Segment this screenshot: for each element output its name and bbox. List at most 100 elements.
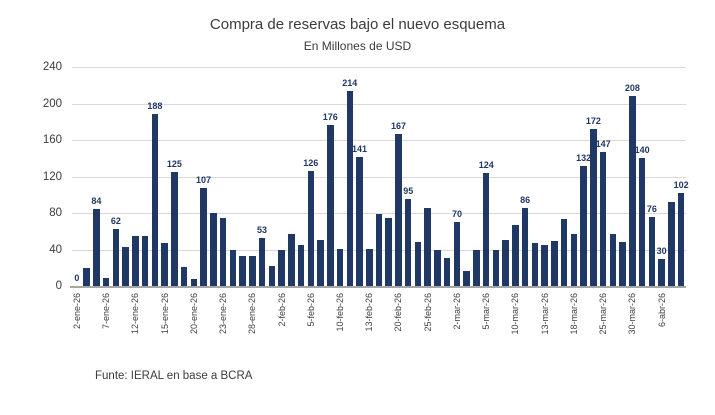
bar xyxy=(122,246,129,286)
bar xyxy=(346,90,353,286)
bar xyxy=(307,171,315,286)
bar xyxy=(658,258,665,286)
x-axis-label: 10-feb-26 xyxy=(335,293,346,332)
bar-value-label: 214 xyxy=(342,77,358,88)
bar xyxy=(219,217,227,286)
bar xyxy=(502,240,509,286)
x-axis-label: 2-ene-26 xyxy=(71,293,82,330)
bar xyxy=(512,224,519,286)
bar xyxy=(366,248,373,286)
bar-value-label: 76 xyxy=(646,203,657,214)
x-axis-label: 7-ene-26 xyxy=(101,293,112,330)
bar-value-label: 172 xyxy=(585,116,601,127)
bar xyxy=(229,249,237,286)
bar-value-label: 86 xyxy=(520,194,531,205)
bar xyxy=(638,158,646,286)
bar xyxy=(356,157,363,286)
gridline xyxy=(72,67,686,68)
bar xyxy=(102,277,110,286)
bar xyxy=(648,216,656,286)
bar xyxy=(668,202,675,286)
plot-area: 0 84 62 188 125 107 53 126 176 214 141 167 95 70 124 86… xyxy=(72,67,689,286)
gridline xyxy=(72,176,686,178)
bar-value-label: 107 xyxy=(196,175,212,186)
y-axis-label: 160 xyxy=(42,134,62,146)
bar xyxy=(180,266,188,286)
x-axis-label: 20-feb-26 xyxy=(393,293,404,332)
bar-value-label: 53 xyxy=(257,224,268,235)
bar-value-label: 125 xyxy=(166,158,182,169)
bar xyxy=(83,267,90,286)
x-axis-label: 10-mar-26 xyxy=(510,293,521,335)
bar xyxy=(570,234,578,286)
bar xyxy=(190,278,198,286)
bar xyxy=(580,165,587,286)
bar-value-label: 62 xyxy=(110,216,121,227)
y-axis-label: 240 xyxy=(42,61,62,73)
bar xyxy=(453,222,461,286)
bar xyxy=(161,243,168,286)
gridline xyxy=(72,213,686,214)
x-axis-label: 20-ene-26 xyxy=(188,293,199,335)
x-axis-label: 5-feb-26 xyxy=(305,293,316,327)
x-axis-label: 2-mar-26 xyxy=(451,293,462,330)
bar xyxy=(629,96,636,286)
bar-value-label: 126 xyxy=(303,158,319,169)
bar xyxy=(619,242,626,286)
x-axis-label: 25-feb-26 xyxy=(422,293,433,332)
x-axis-label: 23-ene-26 xyxy=(218,293,229,335)
x-axis-label: 25-mar-26 xyxy=(598,293,609,335)
x-axis-label: 30-mar-26 xyxy=(627,293,638,335)
bar xyxy=(385,217,392,286)
x-axis-label: 6-abr-26 xyxy=(656,293,667,328)
bar xyxy=(599,151,607,286)
bar xyxy=(414,242,422,286)
bar xyxy=(278,249,285,286)
bar-value-label: 84 xyxy=(91,196,102,207)
bar xyxy=(395,133,402,286)
bar xyxy=(297,244,305,286)
bar-value-label: 147 xyxy=(595,138,611,149)
bar xyxy=(609,234,617,286)
bar xyxy=(424,208,431,286)
bar xyxy=(492,249,500,286)
x-axis-label: 18-mar-26 xyxy=(568,293,579,335)
bar xyxy=(473,249,480,286)
chart-subtitle: En Millones de USD xyxy=(303,39,412,53)
bar xyxy=(258,237,266,286)
bar-value-label: 0 xyxy=(74,273,80,283)
bar xyxy=(200,188,207,286)
bar-value-label: 102 xyxy=(673,179,689,190)
y-axis-label: 40 xyxy=(49,243,62,256)
bar xyxy=(434,249,441,286)
bar xyxy=(112,229,120,286)
bar-value-label: 167 xyxy=(390,120,406,131)
x-axis-label: 13-mar-26 xyxy=(539,293,550,335)
bar-value-label: 124 xyxy=(478,159,494,170)
bar xyxy=(288,234,295,286)
bar xyxy=(541,244,548,286)
bar xyxy=(336,248,344,286)
bar xyxy=(210,213,217,286)
bar xyxy=(590,129,597,286)
bar-value-label: 141 xyxy=(351,144,368,155)
bar xyxy=(268,265,276,286)
gridline xyxy=(72,103,686,105)
bar-value-label: 70 xyxy=(451,209,462,220)
gridline xyxy=(72,140,686,141)
y-axis-label: 200 xyxy=(42,97,62,110)
bar xyxy=(443,257,451,286)
chart-title: Compra de reservas bajo el nuevo esquema xyxy=(209,16,506,33)
bar xyxy=(560,219,568,286)
x-axis-label: 5-mar-26 xyxy=(481,293,492,330)
y-axis-label: 80 xyxy=(49,207,62,219)
x-axis-label: 12-ene-26 xyxy=(130,293,141,335)
bar-value-label: 140 xyxy=(634,145,650,156)
bar-value-label: 95 xyxy=(403,186,414,197)
bar xyxy=(141,235,149,286)
bar-value-label: 188 xyxy=(147,101,163,112)
bar xyxy=(132,235,139,286)
bar xyxy=(93,209,100,286)
x-axis-line xyxy=(70,286,686,288)
bar xyxy=(482,172,490,286)
